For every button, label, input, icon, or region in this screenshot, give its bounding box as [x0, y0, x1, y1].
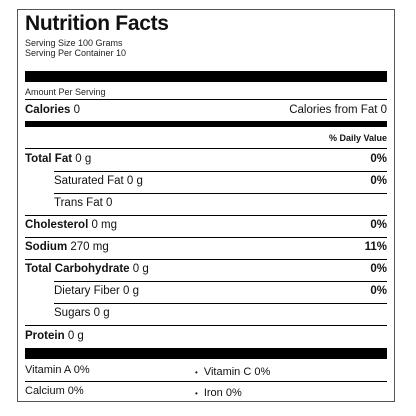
- nutrient-row-saturated-fat: Saturated Fat 0 g 0%: [54, 172, 387, 190]
- nutrient-pct: 0%: [370, 285, 387, 297]
- iron: Iron 0%: [203, 387, 242, 399]
- nutrient-row-trans-fat: Trans Fat 0: [54, 194, 387, 212]
- bullet-icon: •: [195, 368, 198, 377]
- vitamin-row: Vitamin A 0% • Vitamin C 0%: [25, 362, 387, 380]
- calories-label: Calories: [25, 104, 71, 116]
- nutrition-facts-label: Nutrition Facts Serving Size 100 Grams S…: [17, 9, 395, 402]
- thick-divider: [25, 71, 387, 82]
- iron-cell: • Iron 0%: [195, 385, 242, 399]
- nutrient-amount: 270 mg: [70, 241, 109, 253]
- calories-from-fat: Calories from Fat 0: [289, 104, 387, 116]
- nutrient-pct: 0%: [370, 153, 387, 165]
- serving-size: Serving Size 100 Grams: [25, 38, 123, 48]
- divider: [25, 237, 387, 238]
- nutrient-row-total-carbohydrate: Total Carbohydrate 0 g 0%: [25, 260, 387, 278]
- divider: [54, 303, 387, 304]
- nutrient-name: Total Carbohydrate: [25, 263, 130, 275]
- servings-per-container: Serving Per Container 10: [25, 48, 127, 58]
- divider: [25, 99, 387, 100]
- nutrient-amount: 0 g: [132, 263, 149, 275]
- divider: [54, 171, 387, 172]
- divider: [54, 193, 387, 194]
- divider: [25, 381, 387, 382]
- nutrient-row-total-fat: Total Fat 0 g 0%: [25, 150, 387, 168]
- calories-value: 0: [73, 104, 80, 116]
- vitamin-a: Vitamin A 0%: [25, 364, 90, 376]
- nutrient-row-sodium: Sodium 270 mg 11%: [25, 238, 387, 256]
- nutrient-name: Protein: [25, 330, 65, 342]
- thick-divider: [25, 348, 387, 359]
- mineral-row: Calcium 0% • Iron 0%: [25, 383, 387, 401]
- nutrient-row-cholesterol: Cholesterol 0 mg 0%: [25, 216, 387, 234]
- nutrient-name: Trans Fat: [54, 197, 103, 209]
- nutrient-amount: 0: [105, 197, 113, 209]
- calories-row: Calories 0 Calories from Fat 0: [25, 101, 387, 119]
- nutrient-amount: 0 g: [126, 175, 143, 187]
- nutrient-row-sugars: Sugars 0 g: [54, 304, 387, 322]
- nutrient-pct: 0%: [370, 219, 387, 231]
- amount-per-serving: Amount Per Serving: [25, 87, 106, 97]
- nutrient-name: Dietary Fiber: [54, 285, 120, 297]
- nutrient-row-protein: Protein 0 g: [25, 327, 387, 345]
- nutrient-name: Total Fat: [25, 153, 73, 165]
- calcium: Calcium 0%: [25, 385, 84, 397]
- nutrient-pct: 0%: [370, 263, 387, 275]
- nutrient-pct: 0%: [370, 175, 387, 187]
- vitamin-c-cell: • Vitamin C 0%: [195, 364, 271, 378]
- medium-divider: [25, 121, 387, 127]
- daily-value-header-row: % Daily Value: [25, 129, 387, 147]
- divider: [54, 281, 387, 282]
- nutrient-name: Saturated Fat: [54, 175, 124, 187]
- label-title: Nutrition Facts: [25, 12, 169, 35]
- nutrient-row-dietary-fiber: Dietary Fiber 0 g 0%: [54, 282, 387, 300]
- nutrient-amount: 0 g: [75, 153, 92, 165]
- nutrient-name: Sodium: [25, 241, 68, 253]
- nutrient-name: Cholesterol: [25, 219, 89, 231]
- divider: [25, 325, 387, 326]
- nutrient-name: Sugars: [54, 307, 91, 319]
- nutrient-amount: 0 g: [93, 307, 110, 319]
- nutrient-amount: 0 mg: [91, 219, 118, 231]
- vitamin-c: Vitamin C 0%: [203, 366, 271, 378]
- divider: [25, 259, 387, 260]
- nutrient-amount: 0 g: [67, 330, 84, 342]
- divider: [25, 215, 387, 216]
- bullet-icon: •: [195, 389, 198, 398]
- nutrient-amount: 0 g: [123, 285, 140, 297]
- daily-value-header: % Daily Value: [328, 133, 387, 143]
- nutrient-pct: 11%: [364, 241, 387, 253]
- divider: [25, 148, 387, 149]
